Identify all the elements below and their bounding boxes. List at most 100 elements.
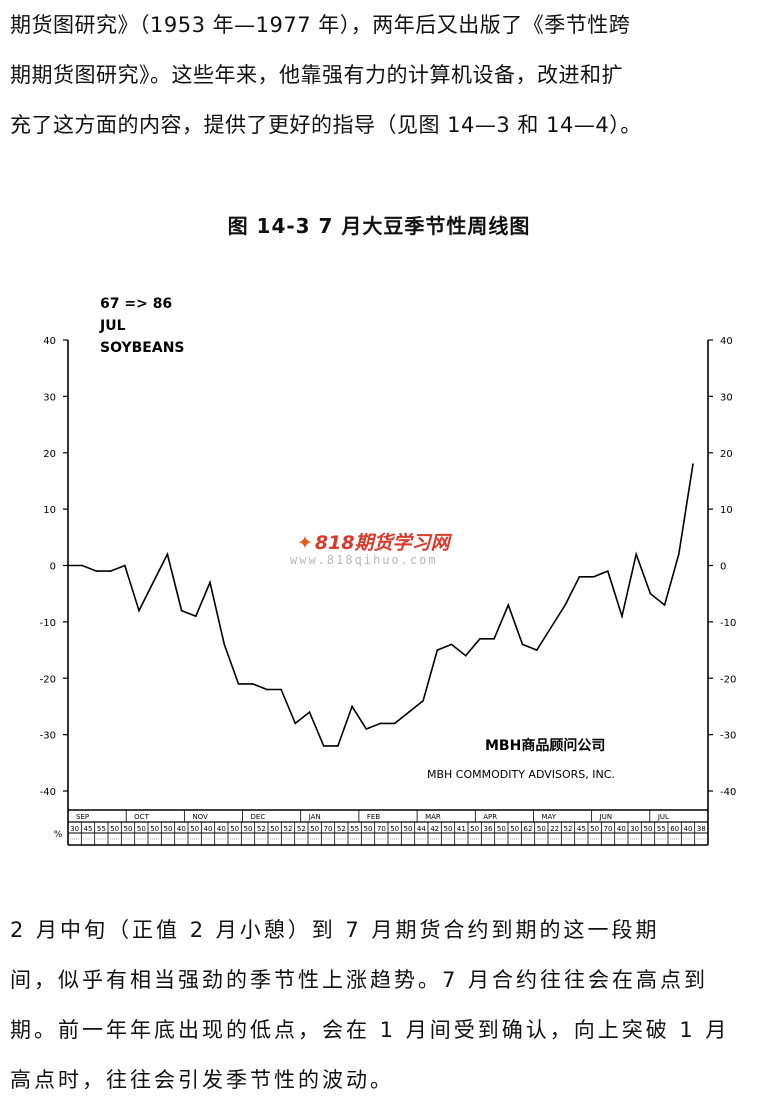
soybean-seasonal-chart: % 30 45 55 50 50 50 50 50 40 50 40 40 50 50 52 50 52 52 50 7… bbox=[40, 296, 737, 846]
percent-cell: 50 bbox=[590, 825, 599, 833]
percent-cell: 30 bbox=[630, 825, 639, 833]
y-tick-label-right: 40 bbox=[720, 336, 733, 347]
percent-cell: 55 bbox=[97, 825, 106, 833]
month-label: JUN bbox=[599, 813, 612, 821]
series-point bbox=[479, 637, 481, 640]
percent-cell: 50 bbox=[230, 825, 239, 833]
series-point bbox=[280, 688, 282, 691]
y-axis-ticks: 40 40 30 30 20 20 10 10 0 0 -10 -10 -20 -20 -30 -30 -40 -… bbox=[40, 336, 737, 798]
series-point bbox=[393, 722, 396, 725]
y-tick-label-left: -30 bbox=[40, 731, 56, 742]
percent-cell: 50 bbox=[310, 825, 319, 833]
month-label: DEC bbox=[251, 813, 266, 821]
y-tick-label-left: 0 bbox=[50, 562, 56, 573]
percent-cell: 40 bbox=[177, 825, 186, 833]
percent-cell: 50 bbox=[150, 825, 159, 833]
percent-cell: 40 bbox=[617, 825, 626, 833]
percent-cell: 52 bbox=[297, 825, 306, 833]
series-point bbox=[109, 570, 112, 572]
series-point bbox=[209, 581, 211, 584]
percent-cell: 50 bbox=[510, 825, 519, 833]
series-point bbox=[322, 745, 325, 747]
percent-cell: 45 bbox=[577, 825, 586, 833]
series-point bbox=[464, 654, 467, 657]
percent-cell: 50 bbox=[244, 825, 253, 833]
percent-cell: 36 bbox=[484, 825, 493, 833]
y-tick-label-right: -20 bbox=[720, 674, 736, 685]
month-label: MAY bbox=[541, 813, 556, 821]
y-tick-label-right: -40 bbox=[720, 787, 736, 798]
month-label: OCT bbox=[134, 813, 149, 821]
series-point bbox=[649, 592, 652, 595]
percent-cell: 70 bbox=[604, 825, 613, 833]
watermark-logo: ✦ 818期货学习网 bbox=[297, 528, 450, 555]
flame-icon: ✦ bbox=[297, 532, 313, 554]
text-line: 期。前一年年底出现的低点，会在 1 月间受到确认，向上突破 1 月 bbox=[10, 1018, 730, 1042]
percent-cell: 45 bbox=[84, 825, 93, 833]
series-point bbox=[266, 688, 268, 691]
series-point bbox=[223, 643, 226, 646]
percent-cell: 52 bbox=[337, 825, 346, 833]
series-point bbox=[535, 649, 538, 651]
month-label: SEP bbox=[76, 813, 89, 821]
series-point bbox=[237, 683, 240, 685]
percent-cell: 55 bbox=[657, 825, 666, 833]
y-tick-label-left: 10 bbox=[43, 505, 56, 516]
series-point bbox=[195, 615, 197, 618]
chart-title-line: JUL bbox=[99, 318, 126, 334]
series-point bbox=[550, 626, 552, 629]
percent-cell: 41 bbox=[457, 825, 466, 833]
percent-cell: 52 bbox=[257, 825, 266, 833]
series-point bbox=[692, 463, 694, 465]
text-line: 充了这方面的内容，提供了更好的指导（见图 14—3 和 14—4）。 bbox=[10, 113, 642, 137]
y-tick-label-right: 20 bbox=[720, 449, 733, 460]
series-point bbox=[294, 722, 297, 725]
percent-cell: 52 bbox=[564, 825, 573, 833]
y-tick-label-left: 40 bbox=[43, 336, 56, 347]
figure-title: 图 14-3 7 月大豆季节性周线图 bbox=[227, 214, 531, 238]
percent-cell: 42 bbox=[430, 825, 439, 833]
series-point bbox=[578, 575, 581, 578]
y-tick-label-right: -30 bbox=[720, 731, 736, 742]
percent-cell: 50 bbox=[497, 825, 506, 833]
percent-cell: 22 bbox=[550, 825, 559, 833]
series-point bbox=[408, 711, 410, 713]
text-line: 期期货图研究》。这些年来，他靠强有力的计算机设备，改进和扩 bbox=[10, 63, 623, 87]
percent-cell: 60 bbox=[670, 825, 679, 833]
month-label: JUL bbox=[657, 813, 669, 821]
y-tick-label-left: 20 bbox=[43, 449, 56, 460]
series-point bbox=[337, 745, 339, 747]
seasonal-series-line bbox=[68, 463, 694, 747]
series-point bbox=[635, 553, 637, 556]
month-percent-table: % 30 45 55 50 50 50 50 50 40 50 40 40 50 50 52 50 52 52 50 7… bbox=[54, 809, 708, 846]
percent-cell: 52 bbox=[284, 825, 293, 833]
watermark-url: www.818qihuo.com bbox=[290, 553, 438, 567]
y-tick-label-right: -10 bbox=[720, 618, 736, 629]
percent-cell: 70 bbox=[377, 825, 386, 833]
series-point bbox=[166, 553, 169, 556]
y-tick-label-right: 30 bbox=[720, 392, 733, 403]
percent-cell: 38 bbox=[697, 825, 706, 833]
percent-cell: 50 bbox=[124, 825, 133, 833]
percent-cell: 50 bbox=[164, 825, 173, 833]
percent-cell: 40 bbox=[217, 825, 226, 833]
percent-cell: 50 bbox=[190, 825, 199, 833]
annotation-cn: MBH商品顾问公司 bbox=[485, 737, 605, 754]
month-label: MAR bbox=[425, 813, 441, 821]
series-point bbox=[351, 705, 353, 708]
percent-cell: 50 bbox=[404, 825, 413, 833]
series-point bbox=[493, 637, 495, 640]
chart-title-line: 67 => 86 bbox=[100, 296, 172, 312]
bottom-paragraph: 2 月中旬（正值 2 月小憩）到 7 月期货合约到期的这一段期 间，似乎有相当强… bbox=[10, 905, 750, 1105]
series-point bbox=[180, 609, 183, 612]
text-line: 间，似乎有相当强劲的季节性上涨趋势。7 月合约往往会在高点到 bbox=[10, 968, 709, 992]
y-tick-label-right: 10 bbox=[720, 505, 733, 516]
percent-cell: 30 bbox=[70, 825, 79, 833]
month-label: JAN bbox=[308, 813, 321, 821]
percent-cell: 40 bbox=[684, 825, 693, 833]
percent-cell: 50 bbox=[470, 825, 479, 833]
chart-title-block: 67 => 86 JUL SOYBEANS bbox=[99, 296, 185, 356]
percent-cell: 50 bbox=[110, 825, 119, 833]
watermark-logo-text: 818期货学习网 bbox=[314, 532, 450, 554]
y-tick-label-left: -10 bbox=[40, 618, 56, 629]
